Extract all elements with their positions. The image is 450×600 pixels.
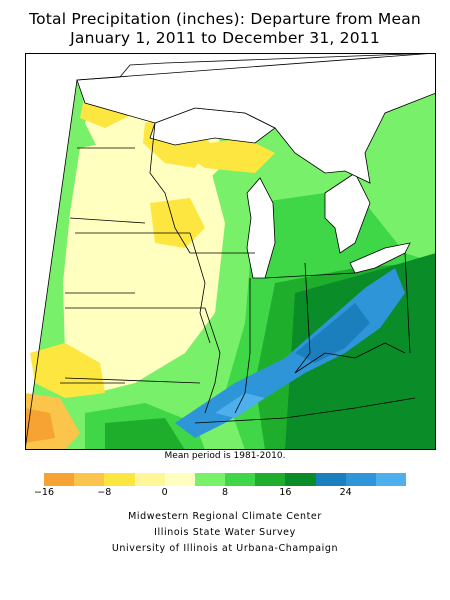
border-sd-ne [69, 217, 146, 224]
legend-tick-label: −8 [97, 487, 112, 498]
credit-line-2: Illinois State Water Survey [154, 527, 296, 538]
lake-huron [324, 172, 371, 254]
wet-zone-blue-3 [215, 393, 265, 418]
map-domain-outline [25, 53, 436, 450]
mean-period-note: Mean period is 1981-2010. [164, 451, 286, 461]
border-mo-il [204, 307, 221, 414]
dry-zone-yellow-2 [150, 198, 205, 248]
dry-zone-pale [63, 133, 225, 393]
border-oh-pa [404, 252, 411, 354]
legend-tick-label: 0 [161, 487, 168, 498]
legend-swatch [74, 473, 105, 486]
legend-swatch [134, 473, 165, 486]
legend-tick-label: 16 [279, 487, 292, 498]
legend-swatch [375, 473, 407, 486]
legend-swatch [345, 473, 376, 486]
credit-line-3: University of Illinois at Urbana-Champai… [111, 543, 339, 554]
legend-swatch [194, 473, 226, 486]
dry-zone-orange [25, 408, 55, 443]
legend-tick-label: −16 [33, 487, 55, 498]
border-ia-il [189, 232, 211, 344]
precipitation-map [25, 53, 436, 450]
wet-zone-southwest-2 [105, 418, 185, 450]
legend-tick-label: 24 [339, 487, 352, 498]
border-mo-ar [64, 377, 201, 384]
legend-tick-label: 8 [221, 487, 229, 498]
border-mi-in-oh [264, 272, 356, 279]
upper-michigan-dry [175, 138, 275, 173]
border-in-oh [294, 262, 311, 374]
credit-line-1: Midwestern Regional Climate Center [128, 511, 322, 522]
legend-swatch [255, 473, 286, 486]
border-mn-wi [149, 122, 191, 254]
wet-zone-blue-2 [295, 303, 370, 363]
dry-zone-yellow-3 [30, 343, 105, 398]
legend-swatch [164, 473, 195, 486]
border-il-in [234, 278, 251, 414]
color-legend [44, 473, 407, 486]
legend-swatch [225, 473, 256, 486]
map-title-line-2: January 1, 2011 to December 31, 2011 [70, 29, 380, 47]
legend-swatch [285, 473, 316, 486]
legend-swatch [104, 473, 135, 486]
border-oh-ky [294, 342, 406, 374]
legend-swatch [44, 473, 75, 486]
legend-swatch [315, 473, 346, 486]
border-ky-tn [194, 397, 416, 424]
map-title-line-1: Total Precipitation (inches): Departure … [29, 10, 421, 28]
